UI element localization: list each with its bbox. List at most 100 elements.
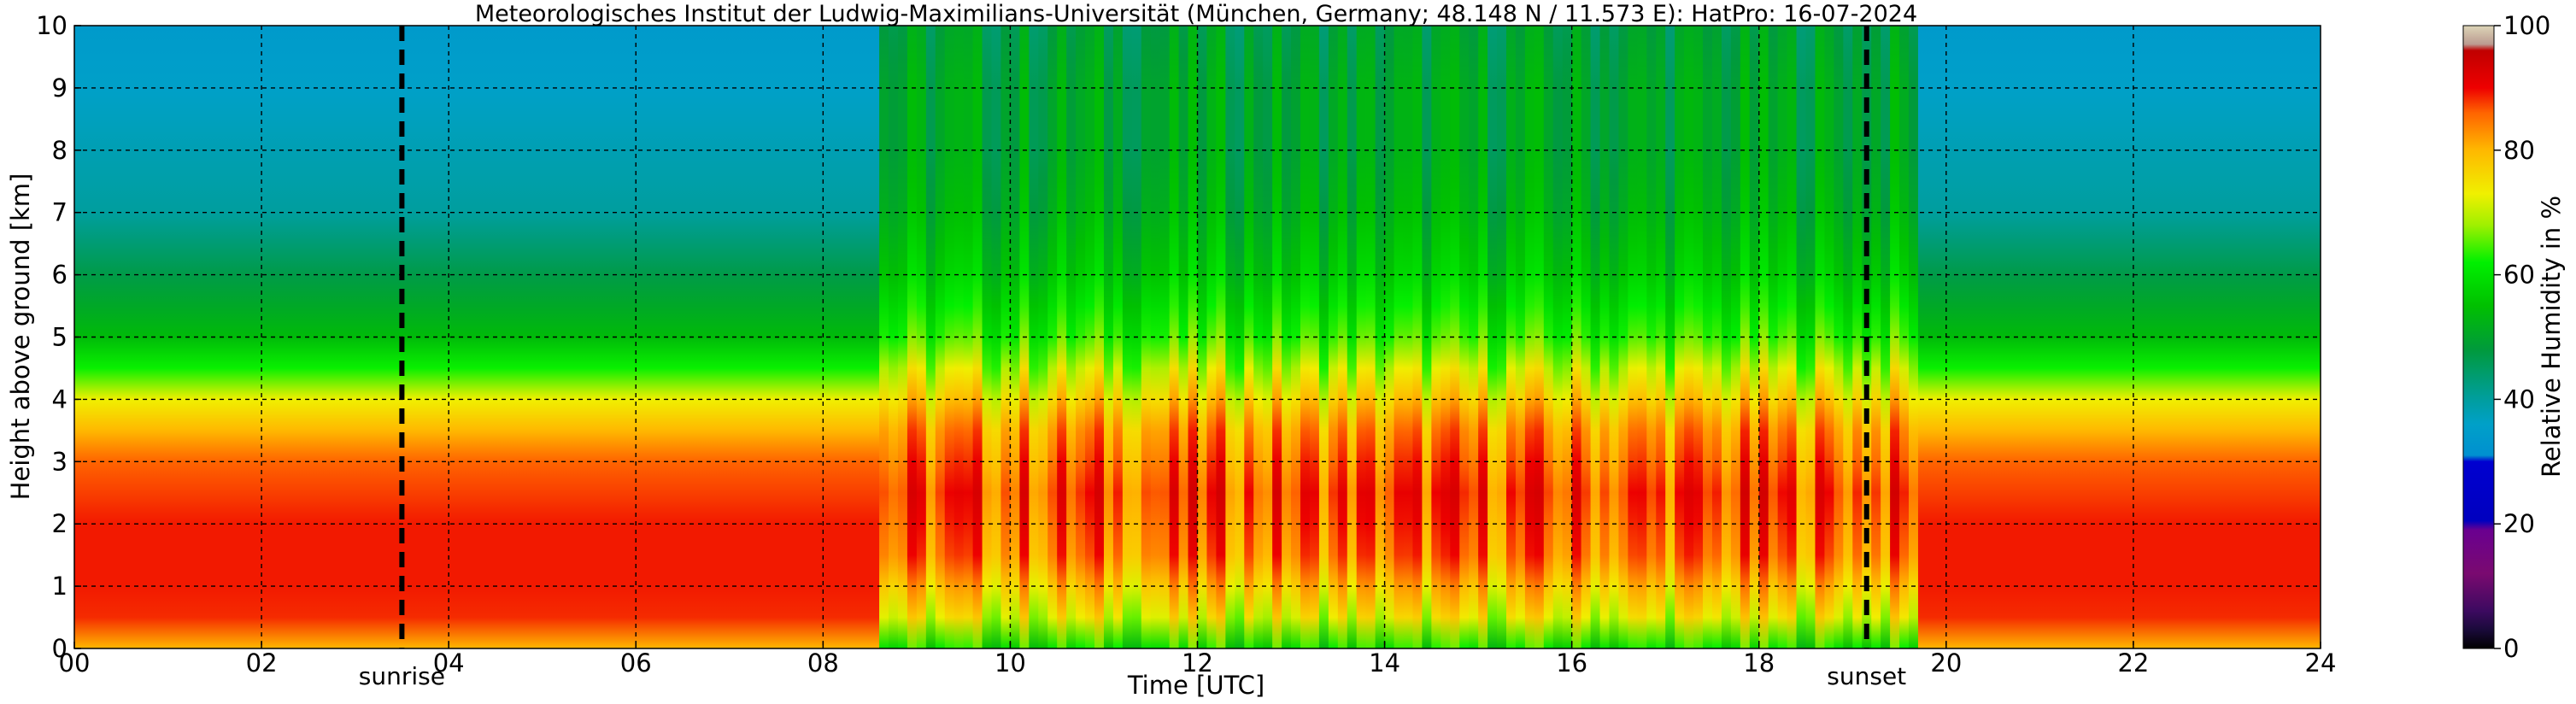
- heatmap-cell: [1356, 26, 1367, 648]
- heatmap-cell: [1881, 26, 1891, 648]
- heatmap-cell: [1955, 26, 1966, 648]
- y-tick-label: 2: [52, 509, 67, 538]
- y-tick-label: 0: [52, 634, 67, 663]
- heatmap-cell: [683, 26, 693, 648]
- heatmap-cell: [2255, 26, 2265, 648]
- heatmap-cell: [1665, 26, 1675, 648]
- heatmap-cell: [1169, 26, 1180, 648]
- x-tick-label: 20: [1930, 648, 1962, 678]
- heatmap-cell: [1675, 26, 1685, 648]
- heatmap-cell: [1834, 26, 1844, 648]
- y-tick-label: 8: [52, 136, 67, 165]
- colorbar-ticks: 0 20 40 60 80 100: [2494, 11, 2550, 663]
- heatmap-cell: [271, 26, 281, 648]
- x-tick-label: 24: [2305, 648, 2337, 678]
- heatmap-cell: [298, 26, 309, 648]
- y-axis: 0 1 2 3 4 5 6 7 8 9 10: [36, 11, 81, 663]
- x-tick-label: 06: [620, 648, 652, 678]
- heatmap-cell: [2058, 26, 2068, 648]
- heatmap-cell: [2039, 26, 2050, 648]
- heatmap-cell: [1478, 26, 1488, 648]
- heatmap-cell: [2151, 26, 2162, 648]
- y-tick-label: 7: [52, 198, 67, 227]
- y-tick-label: 9: [52, 73, 67, 103]
- heatmap-cell: [1244, 26, 1254, 648]
- sun-event-lines: sunrise sunset: [359, 26, 1906, 690]
- heatmap-cell: [177, 26, 188, 648]
- heatmap-cell: [1375, 26, 1386, 648]
- heatmap-cell: [102, 26, 113, 648]
- heatmap-cell: [1552, 26, 1564, 648]
- heatmap-cell: [2161, 26, 2172, 648]
- heatmap-cell: [1272, 26, 1282, 648]
- heatmap-cell: [2142, 26, 2153, 648]
- heatmap-cell: [963, 26, 974, 648]
- heatmap-cell: [1749, 26, 1760, 648]
- colorbar-tick-label: 80: [2503, 136, 2535, 165]
- heatmap-cell: [1684, 26, 1694, 648]
- heatmap-cell: [1178, 26, 1189, 648]
- heatmap-cell: [1646, 26, 1657, 648]
- heatmap-cell: [982, 26, 993, 648]
- heatmap-cell: [1263, 26, 1273, 648]
- x-tick-label: 08: [807, 648, 839, 678]
- heatmap-cell: [1253, 26, 1264, 648]
- heatmap-cell: [1450, 26, 1460, 648]
- heatmap-cell: [392, 26, 402, 648]
- heatmap-cell: [1740, 26, 1751, 648]
- heatmap-cell: [1347, 26, 1358, 648]
- heatmap-cell: [1852, 26, 1863, 648]
- heatmap-cell: [673, 26, 684, 648]
- heatmap-cell: [196, 26, 206, 648]
- heatmap-cell: [1768, 26, 1779, 648]
- heatmap-cell: [485, 26, 496, 648]
- heatmap-cell: [1159, 26, 1171, 648]
- heatmap-cell: [1936, 26, 1947, 648]
- heatmap-cell: [1282, 26, 1292, 648]
- heatmap-cell: [1637, 26, 1647, 648]
- y-tick-label: 3: [52, 447, 67, 476]
- heatmap-cell: [664, 26, 674, 648]
- x-axis: 00 02 04 06 08 10 12 14 16 18 20 22 24: [59, 642, 2337, 678]
- colorbar-tick-label: 100: [2503, 11, 2550, 40]
- heatmap-cell: [870, 26, 880, 648]
- heatmap-cell: [897, 26, 908, 648]
- colorbar-tick-label: 40: [2503, 384, 2535, 414]
- heatmap-cell: [1974, 26, 1985, 648]
- x-tick-label: 14: [1369, 648, 1400, 678]
- heatmap-cell: [1150, 26, 1161, 648]
- heatmap-cell: [504, 26, 515, 648]
- heatmap-cell: [1945, 26, 1957, 648]
- x-tick-label: 10: [995, 648, 1026, 678]
- heatmap-cell: [785, 26, 796, 648]
- heatmap-cell: [570, 26, 581, 648]
- heatmap-cell: [383, 26, 394, 648]
- heatmap-cell: [92, 26, 103, 648]
- heatmap-cell: [2077, 26, 2087, 648]
- heatmap-cell: [1758, 26, 1769, 648]
- heatmap-cell: [2245, 26, 2256, 648]
- heatmap-cell: [186, 26, 197, 648]
- heatmap-cell: [776, 26, 787, 648]
- heatmap-cell: [2264, 26, 2274, 648]
- heatmap-cell: [289, 26, 300, 648]
- heatmap-cell: [795, 26, 806, 648]
- heatmap-cell: [279, 26, 290, 648]
- x-tick-label: 02: [246, 648, 278, 678]
- colorbar-tick-label: 0: [2503, 634, 2519, 663]
- heatmap-cell: [1441, 26, 1451, 648]
- heatmap-cell: [1384, 26, 1395, 648]
- heatmap-cell: [1562, 26, 1573, 648]
- heatmap-cell: [879, 26, 889, 648]
- heatmap-cell: [1488, 26, 1498, 648]
- heatmap-cell: [2049, 26, 2059, 648]
- heatmap-cell: [1459, 26, 1470, 648]
- chart-title: Meteorologisches Institut der Ludwig-Max…: [475, 1, 1917, 27]
- heatmap-cell: [83, 26, 94, 648]
- heatmap-cell: [1964, 26, 1975, 648]
- x-tick-label: 16: [1556, 648, 1587, 678]
- heatmap-cell: [495, 26, 506, 648]
- heatmap-cell: [1291, 26, 1301, 648]
- x-tick-label: 22: [2117, 648, 2149, 678]
- heatmap-cell: [860, 26, 871, 648]
